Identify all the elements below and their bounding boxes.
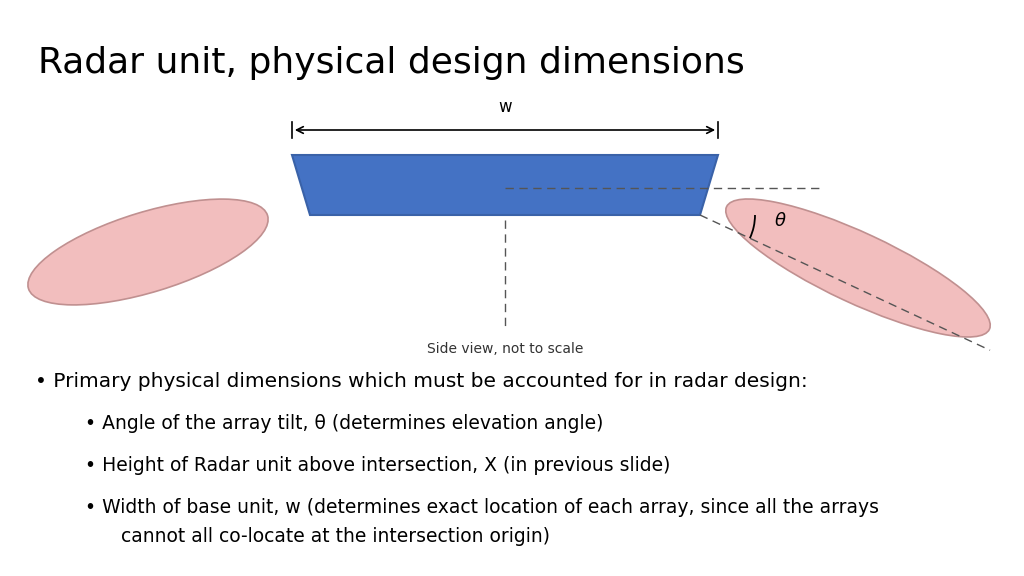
Text: • Primary physical dimensions which must be accounted for in radar design:: • Primary physical dimensions which must… <box>35 372 808 391</box>
Text: Side view, not to scale: Side view, not to scale <box>427 342 584 356</box>
Text: cannot all co-locate at the intersection origin): cannot all co-locate at the intersection… <box>85 527 550 546</box>
Text: θ: θ <box>774 213 785 230</box>
Ellipse shape <box>726 199 990 337</box>
Text: Radar unit, physical design dimensions: Radar unit, physical design dimensions <box>38 46 744 80</box>
Polygon shape <box>292 155 718 215</box>
Text: • Width of base unit, w (determines exact location of each array, since all the : • Width of base unit, w (determines exac… <box>85 498 879 517</box>
Ellipse shape <box>28 199 268 305</box>
Text: w: w <box>499 98 512 116</box>
Text: • Angle of the array tilt, θ (determines elevation angle): • Angle of the array tilt, θ (determines… <box>85 414 603 433</box>
Text: • Height of Radar unit above intersection, X (in previous slide): • Height of Radar unit above intersectio… <box>85 456 671 475</box>
